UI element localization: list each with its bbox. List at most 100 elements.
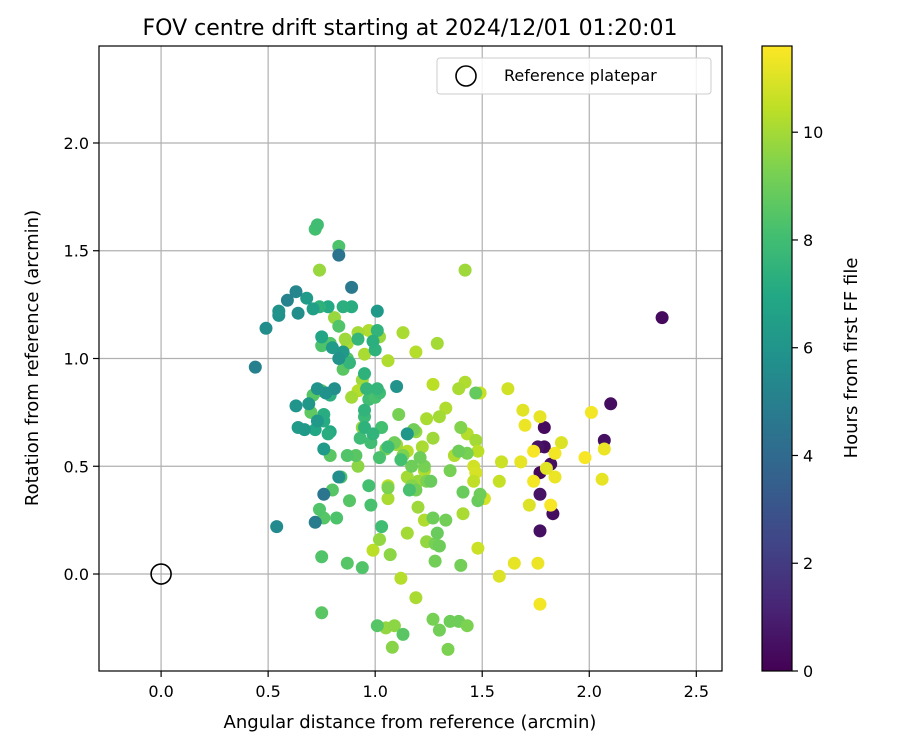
scatter-point (375, 520, 389, 534)
scatter-point (340, 556, 354, 570)
scatter-point (317, 487, 331, 501)
scatter-point (456, 485, 470, 499)
scatter-point (400, 427, 414, 441)
scatter-point (428, 554, 442, 568)
scatter-point (454, 558, 468, 572)
scatter-point (432, 410, 446, 424)
scatter-point (471, 541, 485, 555)
scatter-point (430, 526, 444, 540)
colorbar-label: Hours from first FF file (841, 258, 862, 459)
scatter-point (655, 311, 669, 325)
scatter-point (430, 336, 444, 350)
scatter-point (313, 502, 326, 516)
scatter-point (336, 300, 350, 314)
scatter-point (507, 556, 521, 570)
scatter-point (539, 461, 553, 475)
scatter-point (458, 263, 472, 277)
colorbar-tick-label: 4 (803, 446, 813, 465)
colorbar-ticks: 0 2 4 6 8 10 (792, 123, 823, 681)
x-tick-label: 1.5 (469, 682, 494, 701)
scatter-point (332, 352, 346, 365)
colorbar-tick-label: 8 (803, 231, 813, 250)
scatter-point (315, 606, 329, 620)
scatter-point (306, 302, 320, 316)
scatter-point (548, 470, 562, 484)
colorbar: 0 2 4 6 8 10 Hours from first FF file (761, 45, 862, 681)
scatter-point (544, 498, 558, 512)
scatter-point (385, 640, 399, 654)
axis-ticks: 0.0 0.5 1.0 1.5 2.0 2.5 0.0 0.5 1.0 1.5 2.0 (64, 134, 709, 701)
scatter-point (362, 479, 376, 493)
scatter-point (426, 431, 440, 445)
scatter-point (317, 442, 331, 456)
scatter-point (332, 470, 346, 484)
scatter-point (454, 421, 468, 434)
scatter-point (315, 550, 329, 564)
scatter-point (420, 412, 434, 426)
scatter-point (537, 421, 551, 434)
scatter-point (400, 526, 414, 540)
scatter-point (595, 472, 609, 486)
scatter-point (396, 326, 410, 340)
scatter-point (584, 405, 598, 419)
scatter-point (604, 397, 618, 411)
scatter-point (597, 442, 611, 456)
y-tick-label: 0.0 (64, 565, 89, 584)
scatter-point (272, 304, 286, 318)
y-tick-label: 1.5 (64, 242, 89, 261)
scatter-point (381, 354, 395, 368)
colorbar-gradient (762, 46, 792, 671)
scatter-point (355, 561, 369, 575)
scatter-point (426, 511, 440, 525)
scatter-point (452, 382, 466, 396)
scatter-point (387, 619, 401, 633)
scatter-point (370, 382, 384, 396)
scatter-point (492, 474, 506, 488)
scatter-point (373, 451, 386, 465)
scatter-point (473, 487, 487, 501)
scatter-point (302, 397, 316, 411)
scatter-point (298, 423, 311, 437)
scatter-point (578, 451, 592, 465)
scatter-point (383, 548, 397, 562)
scatter-point (439, 513, 453, 527)
chart-title: FOV centre drift starting at 2024/12/01 … (143, 16, 678, 41)
scatter-point (516, 403, 530, 417)
scatter-point (373, 533, 386, 546)
scatter-point (527, 474, 541, 488)
scatter-point (452, 444, 466, 458)
colorbar-tick-label: 6 (803, 339, 813, 358)
scatter-point (402, 483, 416, 497)
scatter-point (518, 418, 532, 432)
y-tick-label: 0.5 (64, 457, 89, 476)
scatter-point (495, 455, 508, 469)
scatter-point (522, 498, 536, 512)
scatter-point (492, 569, 506, 583)
scatter-point (533, 524, 547, 538)
scatter-point (248, 360, 262, 374)
scatter-point (394, 453, 408, 467)
scatter-point (432, 623, 446, 637)
legend-box (436, 57, 712, 95)
scatter-point (345, 390, 359, 404)
scatter-point (432, 539, 446, 553)
scatter-point (340, 449, 354, 462)
scatter-point (351, 332, 365, 346)
scatter-point (381, 492, 395, 506)
scatter-point (358, 347, 371, 361)
scatter-point (531, 556, 545, 570)
scatter-point (411, 500, 425, 514)
scatter-point (460, 619, 474, 633)
scatter-point (370, 619, 384, 633)
scatter-point (315, 330, 329, 344)
scatter-point (364, 498, 378, 512)
x-axis-label: Angular distance from reference (arcmin) (224, 712, 597, 733)
x-tick-label: 0.5 (255, 682, 280, 701)
x-tick-label: 1.0 (362, 682, 387, 701)
colorbar-frame (761, 45, 793, 672)
scatter-point (325, 341, 339, 355)
scatter-point (381, 481, 395, 495)
scatter-point (469, 433, 483, 447)
scatter-point (345, 280, 359, 294)
